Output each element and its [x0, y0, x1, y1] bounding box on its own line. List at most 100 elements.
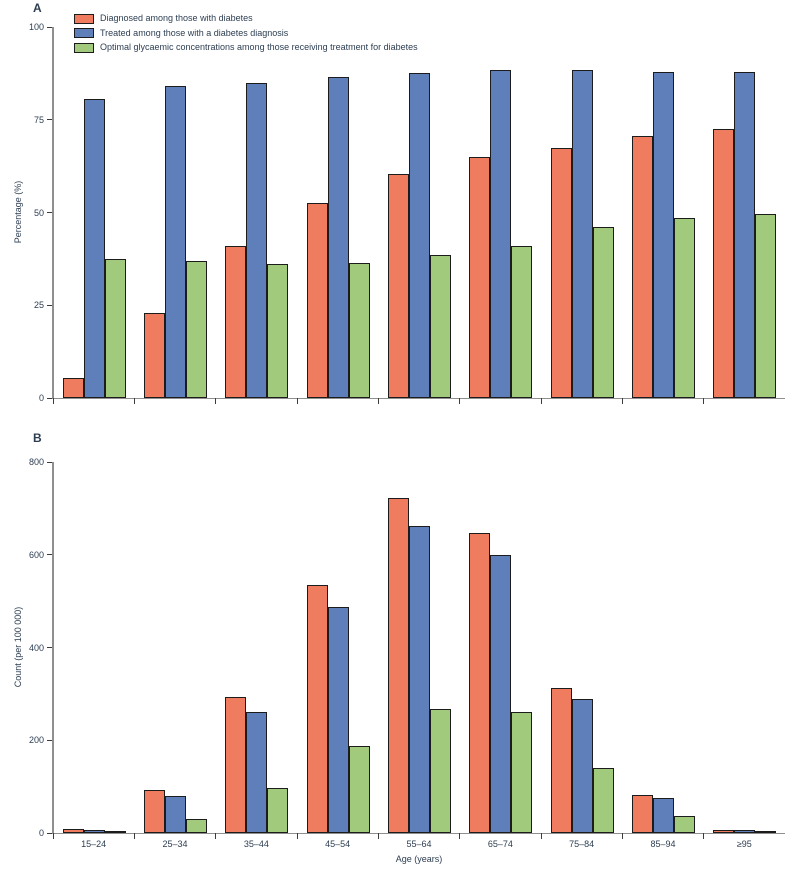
y-tick-mark — [47, 739, 52, 741]
x-tick-mark — [133, 833, 135, 839]
panel-a-label: A — [33, 1, 42, 15]
bar-a-≥95-series1 — [713, 129, 735, 398]
x-tick-mark — [703, 833, 705, 839]
x-tick-mark — [540, 833, 542, 839]
bar-a-45–54-series3 — [348, 262, 370, 398]
bar-b-35–44-series2 — [246, 711, 268, 833]
x-tick-mark — [459, 398, 461, 404]
legend-label: Treated among those with a diabetes diag… — [100, 27, 289, 38]
x-category-label: 15–24 — [81, 839, 107, 849]
y-tick-mark — [47, 397, 52, 399]
bar-b-55–64-series1 — [387, 498, 409, 833]
y-tick-label: 600 — [28, 549, 44, 560]
x-tick-mark — [215, 833, 217, 839]
bar-b-75–84-series3 — [592, 768, 614, 833]
bar-b-65–74-series3 — [511, 712, 533, 833]
legend-swatch-icon — [74, 42, 94, 53]
bar-a-85–94-series3 — [673, 218, 695, 398]
panel-a-plot-area: 0 25 50 75 100 — [29, 22, 785, 404]
bar-a-85–94-series2 — [652, 71, 674, 398]
bar-b-25–34-series1 — [143, 790, 165, 833]
y-tick-label: 100 — [28, 22, 44, 32]
x-tick-mark — [133, 398, 135, 404]
x-tick-mark — [52, 398, 54, 404]
bar-a-15–24-series3 — [104, 258, 126, 398]
bar-b-75–84-series1 — [550, 687, 572, 833]
y-tick-mark — [47, 212, 52, 213]
x-category-label: 75–84 — [569, 839, 595, 849]
bar-b-≥95-series1 — [713, 829, 735, 833]
y-axis-line — [52, 27, 54, 398]
y-tick-label: 75 — [33, 114, 44, 125]
legend-swatch-icon — [74, 13, 94, 24]
legend-item: Treated among those with a diabetes diag… — [74, 28, 418, 39]
bar-a-75–84-series3 — [592, 227, 614, 398]
legend-item: Optimal glycaemic concentrations among t… — [74, 42, 418, 53]
x-tick-mark — [621, 398, 623, 404]
y-tick-mark — [47, 119, 52, 121]
bar-a-45–54-series1 — [306, 203, 328, 398]
x-tick-mark — [459, 833, 461, 839]
bar-b-75–84-series2 — [571, 698, 593, 833]
bar-a-35–44-series2 — [246, 82, 268, 398]
bar-b-35–44-series3 — [267, 787, 289, 833]
bar-a-≥95-series2 — [734, 71, 756, 398]
bar-b-85–94-series2 — [652, 797, 674, 833]
y-tick-mark — [47, 304, 52, 306]
bar-b-85–94-series1 — [631, 794, 653, 833]
x-tick-mark — [296, 833, 298, 839]
bar-a-65–74-series2 — [490, 69, 512, 398]
bar-a-15–24-series1 — [62, 377, 84, 398]
bar-a-65–74-series1 — [469, 156, 491, 398]
bar-b-45–54-series1 — [306, 584, 328, 833]
x-tick-mark — [621, 833, 623, 839]
panel-b-plot-area: Age (years) 0 200 400 600 800 15–24 25–34 35–44… — [29, 457, 785, 864]
y-tick-mark — [47, 832, 52, 834]
bar-a-45–54-series2 — [327, 77, 349, 398]
bar-a-55–64-series3 — [429, 255, 451, 398]
x-tick-mark — [540, 398, 542, 404]
legend-label: Optimal glycaemic concentrations among t… — [100, 42, 418, 52]
bar-a-25–34-series2 — [164, 86, 186, 398]
legend-label: Diagnosed among those with diabetes — [100, 13, 253, 23]
y-tick-label: 25 — [33, 300, 44, 311]
bar-b-55–64-series3 — [429, 708, 451, 833]
bar-b-85–94-series3 — [673, 815, 695, 833]
panel-b-label: B — [33, 431, 42, 445]
bar-a-55–64-series1 — [387, 173, 409, 398]
bar-b-15–24-series2 — [83, 830, 105, 833]
bar-a-25–34-series1 — [143, 312, 165, 398]
x-axis-title: Age (years) — [395, 854, 443, 864]
bar-b-45–54-series2 — [327, 607, 349, 833]
x-category-label: ≥95 — [736, 839, 752, 849]
x-tick-mark — [377, 398, 379, 404]
bar-b-≥95-series3 — [755, 831, 777, 833]
bar-b-15–24-series1 — [62, 829, 84, 833]
x-tick-mark — [296, 398, 298, 404]
y-tick-label: 200 — [28, 735, 44, 746]
x-tick-mark — [377, 833, 379, 839]
bar-a-85–94-series1 — [631, 136, 653, 398]
x-category-label: 85–94 — [650, 839, 676, 849]
bar-a-35–44-series3 — [267, 264, 289, 398]
x-category-label: 35–44 — [243, 839, 269, 849]
x-axis-line — [52, 832, 785, 834]
y-tick-label: 0 — [38, 393, 44, 403]
y-tick-label: 800 — [28, 457, 44, 467]
y-axis-line — [52, 462, 54, 833]
legend-swatch-icon — [74, 28, 94, 38]
y-tick-mark — [47, 461, 52, 463]
bar-b-65–74-series1 — [469, 532, 491, 833]
bar-b-≥95-series2 — [734, 830, 756, 833]
bar-b-55–64-series2 — [408, 525, 430, 833]
x-category-label: 45–54 — [325, 839, 351, 849]
x-tick-mark — [703, 398, 705, 404]
bar-a-≥95-series3 — [755, 214, 777, 398]
y-tick-mark — [47, 647, 52, 648]
y-tick-label: 400 — [28, 642, 44, 653]
bar-a-35–44-series1 — [225, 245, 247, 398]
legend-item: Diagnosed among those with diabetes — [74, 13, 418, 24]
x-axis-line — [52, 397, 785, 399]
bar-a-75–84-series1 — [550, 147, 572, 398]
